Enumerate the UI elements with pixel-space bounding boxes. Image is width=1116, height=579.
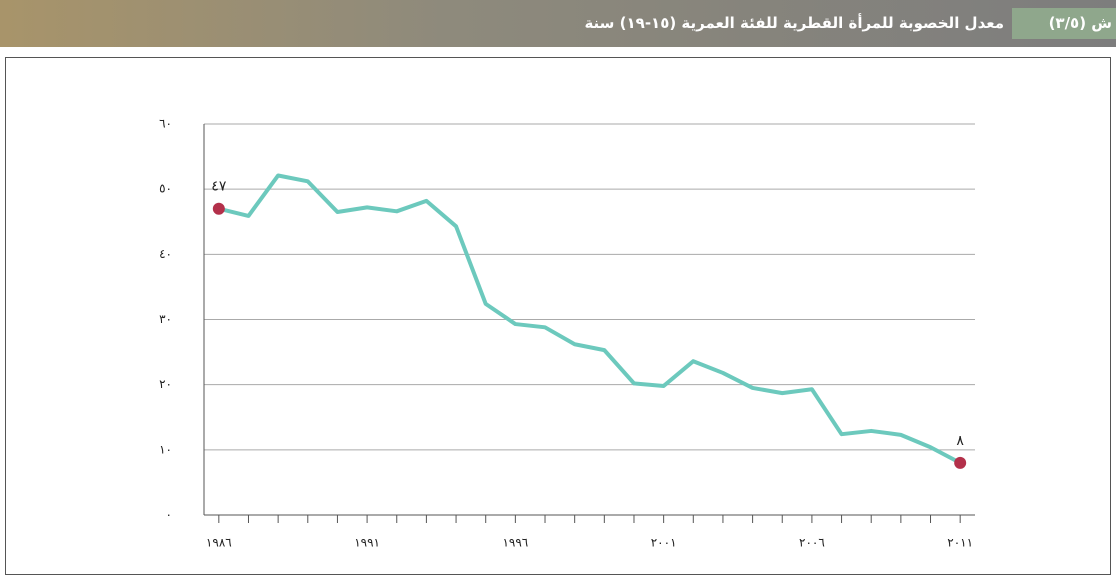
y-tick-label: ٥٠ — [159, 182, 172, 196]
highlight-point — [212, 202, 225, 215]
x-tick-label: ٢٠٠١ — [651, 536, 677, 550]
chart-frame — [5, 57, 1111, 575]
x-tick-label: ١٩٨٦ — [206, 536, 232, 550]
x-tick-label: ٢٠٠٦ — [799, 536, 825, 550]
data-label: ٨ — [956, 433, 964, 449]
highlight-point — [954, 456, 967, 469]
y-tick-label: ٦٠ — [159, 117, 172, 131]
x-tick-label: ١٩٩١ — [354, 536, 380, 550]
y-tick-label: ٢٠ — [159, 377, 172, 391]
data-line — [218, 173, 962, 465]
x-tick-label: ٢٠١١ — [947, 536, 973, 550]
data-label: ٤٧ — [211, 179, 227, 195]
y-tick-label: ١٠ — [159, 442, 172, 456]
chart-title: معدل الخصوبة للمرأة القطرية للفئة العمري… — [584, 14, 1004, 32]
y-tick-label: ٠ — [166, 508, 172, 522]
y-tick-label: ٣٠ — [159, 312, 172, 326]
y-tick-label: ٤٠ — [159, 247, 172, 261]
x-tick-label: ١٩٩٦ — [502, 536, 528, 550]
header-bar: معدل الخصوبة للمرأة القطرية للفئة العمري… — [0, 0, 1116, 47]
figure-label: ش (٣/٥) — [1012, 8, 1116, 39]
